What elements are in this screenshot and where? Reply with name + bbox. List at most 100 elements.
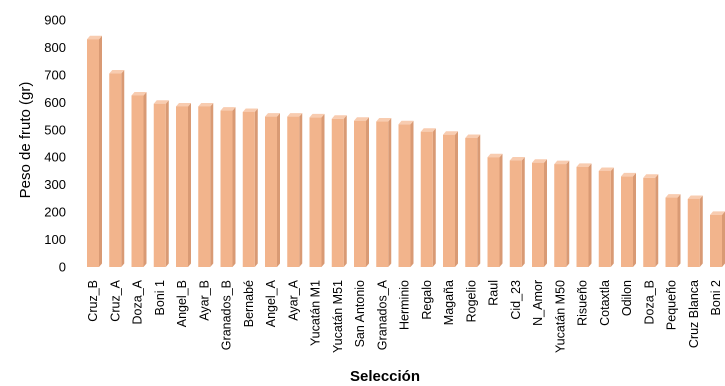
bar: [331, 115, 347, 267]
x-tick-label: Angel_A: [264, 279, 278, 327]
bar-front: [621, 176, 633, 267]
x-tick-label: Yucatán M50: [553, 280, 567, 353]
bar-side: [677, 194, 681, 267]
bar-front: [376, 121, 389, 268]
bar-front: [398, 124, 411, 268]
bar-side: [366, 117, 369, 268]
bar-side: [655, 174, 659, 267]
x-tick-label: Cruz Blanca: [687, 280, 701, 348]
bar-top: [443, 131, 458, 135]
x-tick-label: Doza_B: [642, 280, 656, 324]
bar-top: [198, 102, 214, 107]
bar-front: [687, 198, 700, 267]
bar-top: [109, 70, 125, 74]
bar-top: [576, 163, 592, 167]
bar: [465, 134, 481, 267]
bar: [131, 91, 147, 267]
bar-top: [665, 194, 681, 198]
bar-front: [176, 106, 188, 267]
bar: [665, 194, 681, 267]
bar: [621, 172, 636, 267]
y-tick-label: 800: [44, 40, 66, 55]
x-tick-label: Granados_A: [375, 279, 389, 350]
bar-side: [388, 118, 392, 268]
bar-side: [99, 35, 102, 267]
x-tick-label: Boni 1: [153, 280, 167, 315]
bar: [242, 108, 258, 267]
y-tick-label: 700: [44, 67, 66, 82]
bar-side: [165, 100, 169, 267]
bar: [354, 117, 369, 268]
bar-front: [354, 120, 366, 268]
bar-top: [376, 118, 392, 122]
bar-top: [331, 115, 347, 119]
x-tick-label: Boni 2: [709, 280, 723, 315]
bar-side: [254, 108, 258, 267]
x-tick-label: Bernabé: [242, 280, 256, 327]
bar: [420, 128, 436, 267]
bar-side: [210, 102, 214, 267]
y-tick-label: 300: [44, 177, 66, 192]
bar: [176, 102, 191, 267]
x-tick-label: Cruz_A: [108, 279, 122, 321]
bar-top: [420, 128, 436, 132]
x-tick-label: Magaña: [442, 280, 456, 325]
bar-side: [299, 113, 303, 267]
y-tick-label: 400: [44, 150, 66, 165]
x-tick-label: Odilon: [620, 280, 634, 316]
x-tick-label: Yucatán M51: [331, 280, 345, 353]
x-tick-label: Cruz_B: [86, 280, 100, 322]
bar-top: [509, 157, 525, 161]
bar: [153, 100, 169, 267]
bar-top: [153, 100, 169, 104]
bar: [554, 160, 570, 267]
bar-front: [465, 138, 478, 267]
bar: [443, 131, 458, 267]
bar: [87, 35, 102, 267]
y-tick-label: 0: [59, 260, 66, 275]
x-tick-label: Granados_B: [220, 280, 234, 350]
bar-top: [621, 172, 636, 177]
x-tick-label: Cotaxtla: [598, 280, 612, 326]
bar: [687, 195, 703, 267]
bar-side: [343, 115, 347, 267]
bar-top: [265, 113, 280, 117]
bar: [487, 153, 503, 267]
bar-top: [220, 107, 236, 111]
bar-side: [477, 134, 481, 267]
bar-front: [109, 73, 122, 268]
bar: [710, 211, 725, 267]
bar-side: [121, 70, 125, 268]
x-tick-label: Ayar_B: [197, 280, 211, 321]
bar-side: [610, 167, 614, 267]
bar-front: [509, 160, 522, 267]
bar: [376, 118, 392, 268]
bar-front: [487, 157, 500, 267]
x-axis-tick-labels: Cruz_B Cruz_A Doza_A Boni 1 Angel_B Ayar_B Gra…: [86, 279, 723, 353]
bar-side: [188, 102, 191, 267]
bar: [220, 107, 236, 267]
bar-side: [143, 91, 147, 267]
bar-top: [487, 153, 503, 158]
y-tick-label: 900: [44, 13, 66, 28]
bar-front: [265, 116, 277, 267]
x-tick-label: Raul: [487, 280, 501, 306]
x-tick-label: Herminio: [398, 280, 412, 330]
bar: [309, 113, 325, 267]
bar-top: [354, 117, 369, 121]
y-tick-label: 500: [44, 122, 66, 137]
y-axis-tick-labels: 0 100 200 300 400 500 600 700 800 900: [44, 13, 66, 275]
y-tick-label: 200: [44, 205, 66, 220]
bar-side: [521, 157, 525, 267]
bar-front: [576, 166, 589, 267]
bar-top: [710, 211, 725, 215]
bar-front: [420, 131, 433, 267]
bar-top: [643, 174, 659, 178]
bar-side: [544, 159, 547, 267]
bar-top: [309, 113, 325, 118]
x-tick-label: Pequeño: [665, 280, 679, 330]
bars: [87, 35, 725, 268]
x-tick-label: Ayar_A: [286, 279, 300, 320]
bar-front: [242, 111, 255, 267]
bar-front: [598, 170, 611, 267]
